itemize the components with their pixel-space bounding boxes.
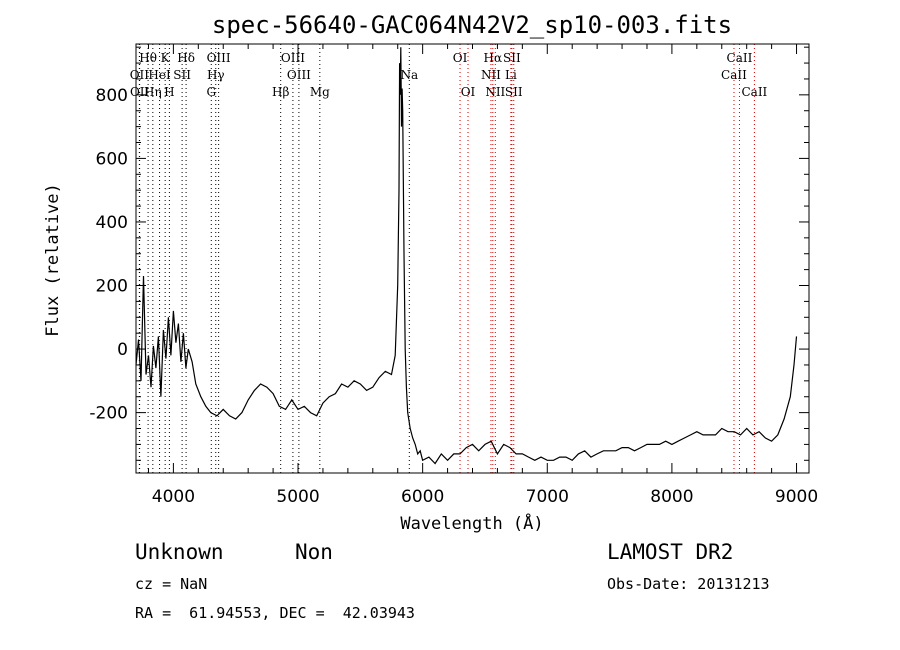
y-tick-label-0: -200 — [89, 404, 128, 424]
x-tick-label-4: 8000 — [650, 487, 693, 507]
line-marker-label-5: OI — [453, 51, 468, 65]
line-marker-label-6: Hα — [484, 51, 503, 65]
obs-date: Obs-Date: 20131213 — [607, 575, 770, 593]
line-marker-label-11: SII — [173, 68, 191, 82]
line-marker-label-19: Hη — [144, 85, 162, 99]
y-tick-label-5: 800 — [96, 86, 128, 106]
line-marker-label-27: CaII — [741, 85, 767, 99]
x-axis-title: Wavelength (Å) — [400, 512, 543, 534]
line-marker-label-1: K — [161, 51, 171, 65]
line-marker-label-17: CaII — [721, 68, 747, 82]
line-marker-label-20: H — [164, 85, 174, 99]
line-marker-label-7: SII — [503, 51, 521, 65]
x-tick-label-1: 5000 — [276, 487, 319, 507]
spectral-class: Unknown — [135, 540, 224, 564]
line-marker-label-22: Hβ — [272, 85, 289, 99]
y-tick-label-3: 400 — [96, 213, 128, 233]
line-marker-label-15: NII — [481, 68, 501, 82]
line-marker-label-18: OII — [130, 85, 150, 99]
line-marker-label-21: G — [206, 85, 216, 99]
line-marker-label-4: OIII — [281, 51, 305, 65]
x-tick-label-5: 9000 — [775, 487, 818, 507]
x-axis: 4000 5000 6000 7000 8000 9000 — [147, 44, 818, 507]
y-tick-label-2: 200 — [96, 277, 128, 297]
x-tick-label-0: 4000 — [152, 487, 195, 507]
spectrum-line — [135, 47, 798, 465]
line-marker-label-16: Li — [505, 68, 517, 82]
line-marker-label-14: Na — [400, 68, 418, 82]
line-marker-label-12: Hγ — [207, 68, 225, 82]
line-marker-label-10: HeI — [148, 68, 171, 82]
y-axis: -200 0 200 400 600 800 — [89, 46, 809, 461]
y-tick-label-4: 600 — [96, 149, 128, 169]
line-marker-label-24: OI — [461, 85, 476, 99]
redshift-cz: cz = NaN — [135, 575, 208, 593]
line-marker-label-26: SII — [505, 85, 523, 99]
survey-name: LAMOST DR2 — [607, 540, 734, 564]
y-axis-title: Flux (relative) — [43, 183, 63, 337]
x-tick-label-2: 6000 — [401, 487, 444, 507]
line-marker-label-8: CaII — [727, 51, 753, 65]
line-marker-label-0: Hθ — [139, 51, 157, 65]
line-marker-label-23: Mg — [310, 85, 330, 99]
line-markers — [138, 44, 755, 473]
line-marker-label-13: OIII — [287, 68, 311, 82]
line-marker-label-2: Hδ — [177, 51, 195, 65]
line-marker-label-25: NII — [485, 85, 505, 99]
line-marker-label-3: OIII — [207, 51, 231, 65]
y-tick-label-1: 0 — [117, 340, 128, 360]
plot-frame — [135, 43, 810, 474]
x-tick-label-3: 7000 — [526, 487, 569, 507]
line-marker-label-9: OII — [130, 68, 150, 82]
chart-title: spec-56640-GAC064N42V2_sp10-003.fits — [212, 11, 732, 39]
spectral-subclass: Non — [295, 540, 333, 564]
coordinates: RA = 61.94553, DEC = 42.03943 — [135, 604, 415, 622]
